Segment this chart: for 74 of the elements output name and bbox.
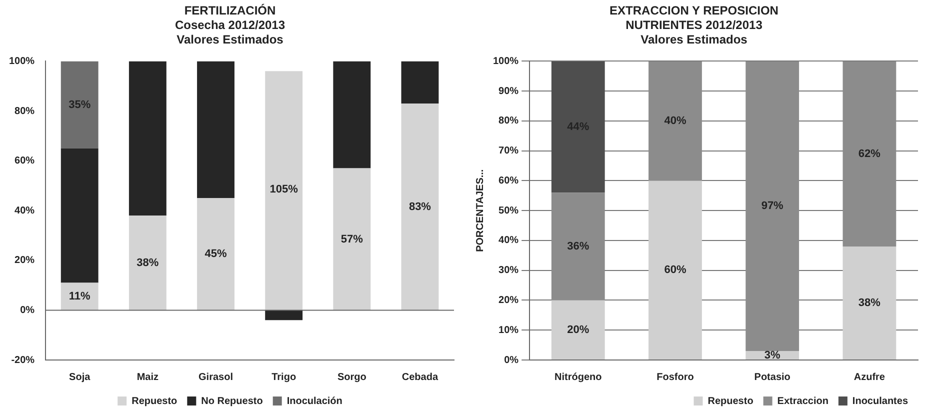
chart-title: EXTRACCION Y REPOSICION NUTRIENTES 2012/2013 xyxy=(610,4,778,32)
x-tick-label: Cebada xyxy=(402,372,438,383)
y-tick-label: 40% xyxy=(498,235,519,246)
x-tick-label: Azufre xyxy=(854,372,886,383)
data-label: 20% xyxy=(567,324,590,336)
annotation: 105% xyxy=(270,184,298,196)
bar xyxy=(842,61,896,246)
y-tick-label: 50% xyxy=(498,205,519,216)
legend-label: Inoculantes xyxy=(852,396,908,407)
bar xyxy=(197,61,234,198)
y-tick-label: -20% xyxy=(11,354,35,366)
bar xyxy=(265,71,303,310)
data-label: 45% xyxy=(204,248,227,260)
x-tick-label: Potasio xyxy=(754,372,790,383)
y-tick-label: 20% xyxy=(498,294,519,306)
legend-label: Extraccion xyxy=(777,396,828,407)
bar xyxy=(333,168,371,310)
bar xyxy=(648,61,702,181)
bar xyxy=(551,61,605,193)
x-tick-label: Nitrógeno xyxy=(554,372,602,383)
bar xyxy=(401,61,439,104)
x-tick-label: Sorgo xyxy=(337,372,366,383)
bar xyxy=(551,300,605,360)
y-tick-label: 90% xyxy=(498,86,519,97)
bar xyxy=(401,104,439,310)
legend-label: Inoculación xyxy=(286,396,342,407)
bar xyxy=(60,148,98,283)
bar xyxy=(842,246,896,360)
bar xyxy=(128,216,166,310)
y-tick-label: 70% xyxy=(498,146,519,157)
legend-label: Repuesto xyxy=(132,396,178,407)
bar xyxy=(60,61,98,148)
x-tick-label: Girasol xyxy=(198,372,234,383)
bar xyxy=(128,61,166,216)
chart-subtitle: Cosecha 2012/2013 Valores Estimados xyxy=(174,18,286,46)
bar xyxy=(265,310,303,320)
y-tick-label: 30% xyxy=(498,265,519,276)
x-tick-label: Trigo xyxy=(272,372,296,383)
chart-title: FERTILIZACIÓN xyxy=(184,4,276,18)
legend-label: Repuesto xyxy=(708,396,754,407)
data-label: 38% xyxy=(136,256,159,269)
x-tick-label: Fosforo xyxy=(656,372,694,383)
x-tick-label: Soja xyxy=(69,372,91,383)
data-label: 97% xyxy=(761,200,784,212)
data-label: 62% xyxy=(858,148,881,160)
data-label: 83% xyxy=(408,200,432,213)
y-tick-label: 0% xyxy=(504,354,519,366)
y-tick-label: 100% xyxy=(9,56,35,67)
data-label: 3% xyxy=(764,349,781,362)
y-tick-label: 80% xyxy=(498,116,519,127)
bar xyxy=(648,180,702,360)
data-label: 38% xyxy=(858,297,881,310)
y-tick-label: 60% xyxy=(498,175,519,186)
data-label: 60% xyxy=(664,264,686,276)
bar xyxy=(197,198,234,310)
y-tick-label: 100% xyxy=(493,56,519,67)
data-label: 40% xyxy=(664,114,686,127)
bar xyxy=(746,61,800,352)
y-axis-title: PORCENTAJES... xyxy=(474,169,486,252)
y-tick-label: 80% xyxy=(14,106,35,117)
bar xyxy=(333,61,371,168)
y-tick-label: 20% xyxy=(14,255,35,266)
data-label: 57% xyxy=(340,233,364,246)
y-tick-label: 40% xyxy=(14,205,35,216)
legend-label: No Repuesto xyxy=(201,396,263,407)
data-label: 36% xyxy=(567,240,590,252)
data-label: 11% xyxy=(68,290,91,303)
chart-subtitle: Valores Estimados xyxy=(640,32,748,46)
x-tick-label: Maiz xyxy=(136,372,159,383)
bar xyxy=(551,192,605,300)
data-label: 35% xyxy=(68,98,91,111)
y-tick-label: 0% xyxy=(20,304,35,316)
y-tick-label: 60% xyxy=(14,156,35,167)
y-tick-label: 10% xyxy=(498,324,519,336)
